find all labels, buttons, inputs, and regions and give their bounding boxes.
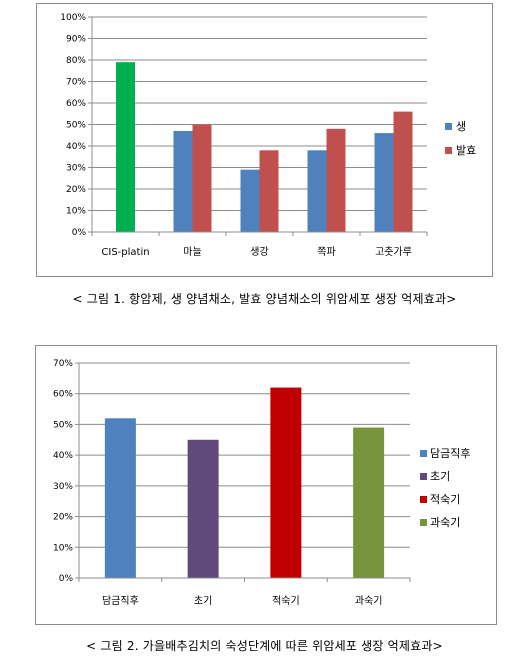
y-tick-label: 40%: [66, 142, 86, 152]
bar-cis-platin: [116, 62, 135, 233]
legend-label: 초기: [430, 470, 450, 483]
chart-1-svg: 0% 10% 20% 30% 40% 50% 60% 70% 80% 90% 100% CIS-pla…: [60, 13, 476, 258]
bar-series-1-cat-4: [393, 111, 413, 232]
legend-label: 발효: [456, 144, 476, 157]
bar-series-0-cat-3: [307, 150, 327, 232]
x-category-label: 고춧가루: [375, 246, 412, 258]
bar-cat-3: [353, 427, 385, 578]
y-tick-label: 10%: [66, 207, 86, 217]
legend-swatch: [420, 450, 427, 457]
chart-2-svg: 0%10%20%30%40%50%60%70%담금직후 초기 적숙기 과숙기담금직후초…: [53, 359, 471, 607]
y-tick-label: 10%: [53, 543, 73, 553]
bar-series-1-cat-3: [326, 128, 346, 232]
legend-label: 과숙기: [430, 516, 460, 529]
x-category-label: 과숙기: [355, 595, 383, 607]
bar-cat-2: [270, 387, 302, 578]
chart-1: 0% 10% 20% 30% 40% 50% 60% 70% 80% 90% 100% CIS-pla…: [36, 3, 493, 277]
legend-swatch: [420, 473, 427, 480]
y-tick-label: 70%: [66, 78, 86, 88]
y-tick-label: 100%: [60, 13, 86, 23]
x-category-label: 적숙기: [272, 595, 300, 607]
y-tick-label: 40%: [53, 451, 73, 461]
caption-figure-2: < 그림 2. 가을배추김치의 숙성단계에 따른 위암세포 생장 억제효과>: [86, 639, 443, 653]
bar-cat-0: [104, 418, 136, 578]
bar-series-0-cat-1: [173, 130, 193, 232]
legend-label: 생: [456, 120, 466, 133]
y-tick-label: 20%: [66, 185, 86, 195]
x-category-label: 초기: [194, 595, 212, 607]
legend-swatch: [445, 123, 452, 130]
y-tick-label: 70%: [53, 359, 73, 369]
y-tick-label: 60%: [66, 99, 86, 109]
y-tick-label: 0%: [59, 574, 74, 584]
bar-cat-1: [187, 439, 219, 578]
y-tick-label: 50%: [66, 121, 86, 131]
y-tick-label: 60%: [53, 390, 73, 400]
bar-series-1-cat-2: [259, 150, 279, 232]
x-category-label: 마늘: [183, 246, 201, 258]
y-tick-label: 80%: [66, 56, 86, 66]
caption-figure-1: < 그림 1. 항암제, 생 양념채소, 발효 양념채소의 위암세포 생장 억제…: [72, 292, 457, 306]
y-tick-label: 0%: [72, 228, 87, 238]
legend-swatch: [445, 147, 452, 154]
x-category-label: 쪽파: [317, 246, 335, 258]
x-category-label: 생강: [250, 246, 268, 258]
chart-2: 0% 10% 20% 30% 40% 50% 60% 70% 담금직후 초기 적숙기 과숙기 담금직후 초…: [35, 345, 497, 625]
y-tick-label: 30%: [53, 482, 73, 492]
bar-series-1-cat-1: [192, 124, 212, 232]
y-tick-label: 50%: [53, 420, 73, 430]
y-tick-label: 30%: [66, 164, 86, 174]
y-tick-label: 90%: [66, 35, 86, 45]
bar-series-0-cat-2: [240, 169, 260, 232]
y-tick-label: 20%: [53, 513, 73, 523]
x-category-label: 담금직후: [102, 595, 139, 607]
bar-series-0-cat-4: [374, 133, 394, 232]
legend-label: 담금직후: [430, 447, 470, 460]
legend-swatch: [420, 519, 427, 526]
x-category-label: CIS-platin: [101, 247, 149, 258]
legend-label: 적숙기: [430, 493, 460, 506]
legend-swatch: [420, 496, 427, 503]
